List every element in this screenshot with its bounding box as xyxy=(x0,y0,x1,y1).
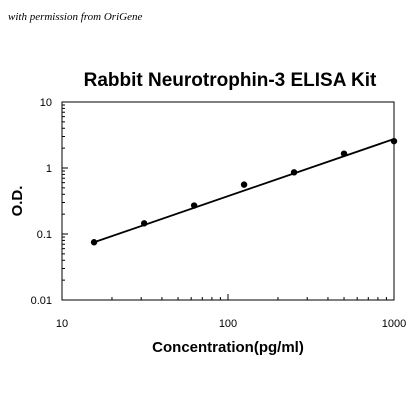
plot-frame xyxy=(61,101,395,301)
fit-line xyxy=(93,138,395,244)
y-axis-ticks: 10 1 0.1 0.01 xyxy=(31,97,68,307)
data-point xyxy=(290,169,298,176)
plot-area xyxy=(61,101,395,301)
x-axis-title: Concentration(pg/ml) xyxy=(152,339,304,356)
data-point xyxy=(140,220,148,227)
x-tick-label: 10 xyxy=(56,318,68,330)
data-point xyxy=(240,181,248,188)
y-tick-label: 1 xyxy=(46,163,52,175)
x-tick-label: 100 xyxy=(219,318,237,330)
x-axis-ticks: 10 100 1000 xyxy=(56,294,406,330)
data-point xyxy=(90,239,98,246)
y-axis-title: O.D. xyxy=(9,186,26,217)
x-tick-label: 1000 xyxy=(382,318,406,330)
data-point xyxy=(390,137,398,145)
data-point xyxy=(340,150,348,157)
y-tick-label: 10 xyxy=(40,97,52,109)
series-layer xyxy=(90,137,398,246)
y-tick-label: 0.1 xyxy=(37,229,52,241)
credit-text: with permission from OriGene xyxy=(8,11,142,23)
data-point xyxy=(190,202,198,209)
chart-title: Rabbit Neurotrophin-3 ELISA Kit xyxy=(84,70,377,91)
y-tick-label: 0.01 xyxy=(31,295,52,307)
